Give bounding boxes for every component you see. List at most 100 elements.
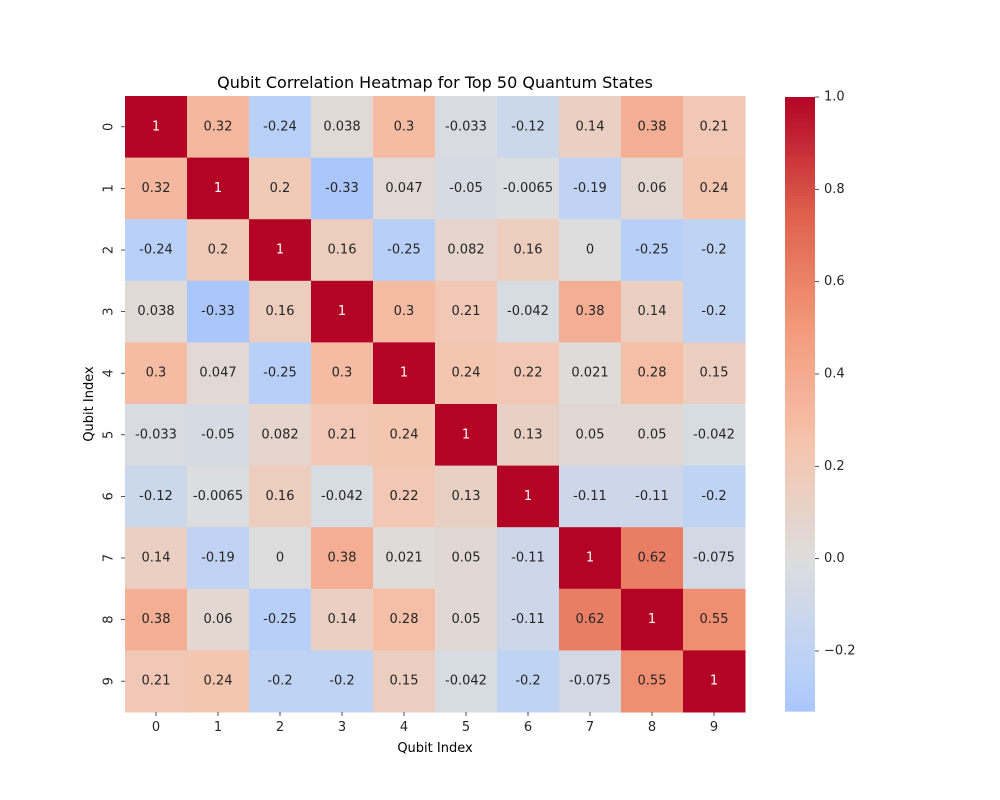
colorbar-segment bbox=[785, 327, 815, 331]
colorbar-segment bbox=[785, 210, 815, 215]
colorbar-segment bbox=[785, 296, 815, 301]
colorbar-segment bbox=[785, 182, 815, 187]
heatmap-cells: 1 0.32 -0.24 0.038 0.3 -0.033 -0.12 0.14 0.38 0.2… bbox=[125, 96, 746, 713]
heatmap-cell bbox=[249, 588, 312, 651]
cell-value-label: 0.13 bbox=[514, 427, 543, 442]
colorbar-segment bbox=[785, 563, 815, 568]
colorbar-segment bbox=[785, 618, 815, 623]
heatmap-cell bbox=[125, 280, 188, 343]
colorbar-segment bbox=[785, 106, 815, 110]
cell-value-label: -0.25 bbox=[263, 366, 297, 381]
colorbar-segment bbox=[785, 121, 815, 126]
colorbar-segment bbox=[785, 560, 815, 565]
colorbar-segment bbox=[785, 499, 815, 503]
x-tick-label: 6 bbox=[524, 720, 532, 735]
colorbar-segment bbox=[785, 526, 815, 531]
heatmap-cell bbox=[249, 219, 312, 282]
colorbar-segment bbox=[785, 225, 815, 230]
x-tick-label: 3 bbox=[338, 720, 346, 735]
heatmap-cell bbox=[311, 588, 374, 651]
cell-value-label: 0.21 bbox=[142, 674, 171, 689]
y-tick-label: 9 bbox=[102, 677, 117, 685]
colorbar-segment bbox=[785, 437, 815, 442]
colorbar-segment bbox=[785, 477, 815, 482]
cell-value-label: 0.14 bbox=[142, 551, 171, 566]
colorbar-segment bbox=[785, 585, 815, 589]
colorbar-tick-label: 0.6 bbox=[824, 274, 845, 289]
colorbar-segment bbox=[785, 130, 815, 135]
cell-value-label: 0.082 bbox=[447, 243, 484, 258]
colorbar-segment bbox=[785, 302, 815, 307]
cell-value-label: -0.033 bbox=[135, 427, 177, 442]
heatmap-cell bbox=[559, 96, 622, 159]
heatmap-cell bbox=[435, 157, 498, 220]
heatmap-cell bbox=[559, 465, 622, 528]
colorbar-segment bbox=[785, 155, 815, 159]
colorbar-segment bbox=[785, 634, 815, 638]
cell-value-label: -0.2 bbox=[267, 674, 292, 689]
colorbar-segment bbox=[785, 361, 815, 365]
colorbar-segment bbox=[785, 293, 815, 298]
colorbar-segment bbox=[785, 425, 815, 430]
heatmap-cell bbox=[559, 527, 622, 590]
heatmap-cell bbox=[373, 342, 436, 405]
cell-value-label: 0.3 bbox=[394, 119, 415, 134]
colorbar-segment bbox=[785, 139, 815, 144]
colorbar-segment bbox=[785, 572, 815, 577]
colorbar-segment bbox=[785, 364, 815, 368]
cell-value-label: -0.33 bbox=[201, 304, 235, 319]
cell-value-label: 1 bbox=[152, 119, 160, 134]
colorbar-segment bbox=[785, 511, 815, 516]
colorbar-segment bbox=[785, 542, 815, 546]
cell-value-label: 1 bbox=[214, 181, 222, 196]
heatmap-cell bbox=[187, 404, 250, 467]
cell-value-label: -0.33 bbox=[325, 181, 359, 196]
heatmap-cell bbox=[621, 650, 684, 713]
cell-value-label: -0.12 bbox=[139, 489, 173, 504]
y-tick-label: 3 bbox=[102, 307, 117, 315]
cell-value-label: 0.15 bbox=[700, 366, 729, 381]
heatmap-cell bbox=[187, 465, 250, 528]
colorbar-segment bbox=[785, 440, 815, 445]
colorbar-segment bbox=[785, 397, 815, 402]
colorbar-segment bbox=[785, 192, 815, 196]
heatmap-cell bbox=[621, 342, 684, 405]
colorbar-segment bbox=[785, 655, 815, 660]
colorbar-segment bbox=[785, 235, 815, 239]
heatmap-cell bbox=[559, 588, 622, 651]
colorbar-segment bbox=[785, 136, 815, 141]
cell-value-label: -0.24 bbox=[139, 243, 173, 258]
colorbar-segment bbox=[785, 652, 815, 657]
heatmap-cell bbox=[249, 465, 312, 528]
colorbar-segment bbox=[785, 539, 815, 543]
heatmap-cell bbox=[373, 527, 436, 590]
colorbar-tick-label: 0.0 bbox=[824, 551, 845, 566]
colorbar-segment bbox=[785, 668, 815, 672]
heatmap-cell bbox=[373, 465, 436, 528]
colorbar-segment bbox=[785, 486, 815, 491]
colorbar-segment bbox=[785, 176, 815, 181]
heatmap-cell bbox=[497, 219, 560, 282]
colorbar-segment bbox=[785, 462, 815, 466]
cell-value-label: 0.05 bbox=[576, 427, 605, 442]
heatmap-cell bbox=[187, 280, 250, 343]
colorbar-segment bbox=[785, 370, 815, 374]
heatmap-cell bbox=[125, 588, 188, 651]
colorbar-segment bbox=[785, 127, 815, 132]
cell-value-label: -0.042 bbox=[507, 304, 549, 319]
heatmap-cell bbox=[497, 527, 560, 590]
x-tick-label: 7 bbox=[586, 720, 594, 735]
cell-value-label: -0.0065 bbox=[193, 489, 243, 504]
cell-value-label: 0.21 bbox=[328, 427, 357, 442]
colorbar-segment bbox=[785, 173, 815, 178]
cell-value-label: 0.15 bbox=[390, 674, 419, 689]
colorbar-segment bbox=[785, 523, 815, 528]
colorbar-segment bbox=[785, 244, 815, 249]
colorbar-segment bbox=[785, 179, 815, 184]
cell-value-label: 0.3 bbox=[332, 366, 353, 381]
heatmap-cell bbox=[125, 96, 188, 159]
cell-value-label: 0.14 bbox=[638, 304, 667, 319]
colorbar-segment bbox=[785, 597, 815, 602]
colorbar-segment bbox=[785, 480, 815, 485]
